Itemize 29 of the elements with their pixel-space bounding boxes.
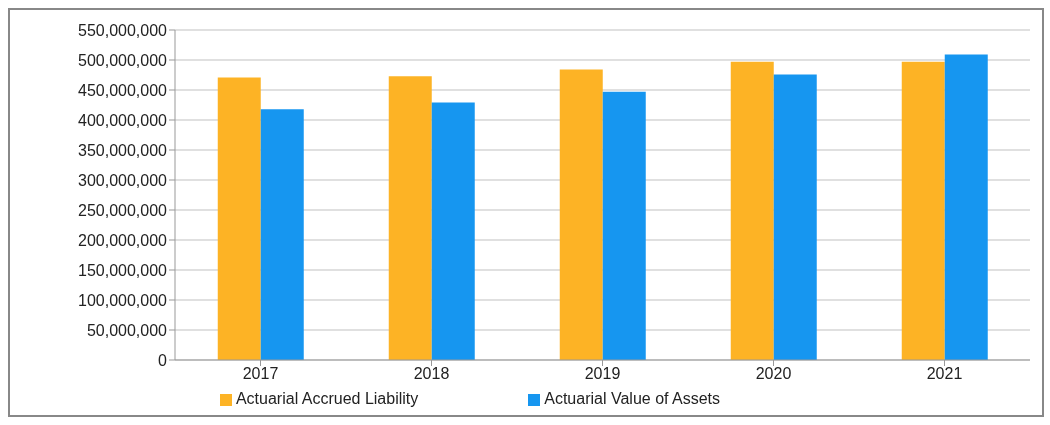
x-tick-label: 2020 <box>755 365 792 383</box>
bar <box>388 76 432 360</box>
x-tick-label: 2018 <box>413 365 450 383</box>
y-tick-label: 300,000,000 <box>78 171 168 189</box>
x-tick-label: 2021 <box>926 365 963 383</box>
y-tick-label: 550,000,000 <box>78 21 168 39</box>
x-tick-label: 2017 <box>242 365 279 383</box>
bar <box>559 69 603 360</box>
bar <box>901 61 945 360</box>
y-tick-label: 250,000,000 <box>78 201 168 219</box>
y-tick-label: 200,000,000 <box>78 231 168 249</box>
y-tick-label: 0 <box>158 351 168 369</box>
y-tick-label: 50,000,000 <box>86 321 168 339</box>
bar <box>431 102 475 360</box>
bar <box>730 61 774 360</box>
y-tick-label: 500,000,000 <box>78 51 168 69</box>
y-tick-label: 350,000,000 <box>78 141 168 159</box>
bar <box>773 74 817 360</box>
y-tick-label: 450,000,000 <box>78 81 168 99</box>
y-tick-label: 150,000,000 <box>78 261 168 279</box>
bar <box>260 109 304 360</box>
bar <box>944 54 988 360</box>
legend-label: Actuarial Accrued Liability <box>235 390 419 407</box>
bar <box>602 91 646 360</box>
bar <box>217 77 261 360</box>
x-tick-label: 2019 <box>584 365 621 383</box>
y-tick-label: 100,000,000 <box>78 291 168 309</box>
y-tick-label: 400,000,000 <box>78 111 168 129</box>
legend-label: Actuarial Value of Assets <box>544 390 721 407</box>
